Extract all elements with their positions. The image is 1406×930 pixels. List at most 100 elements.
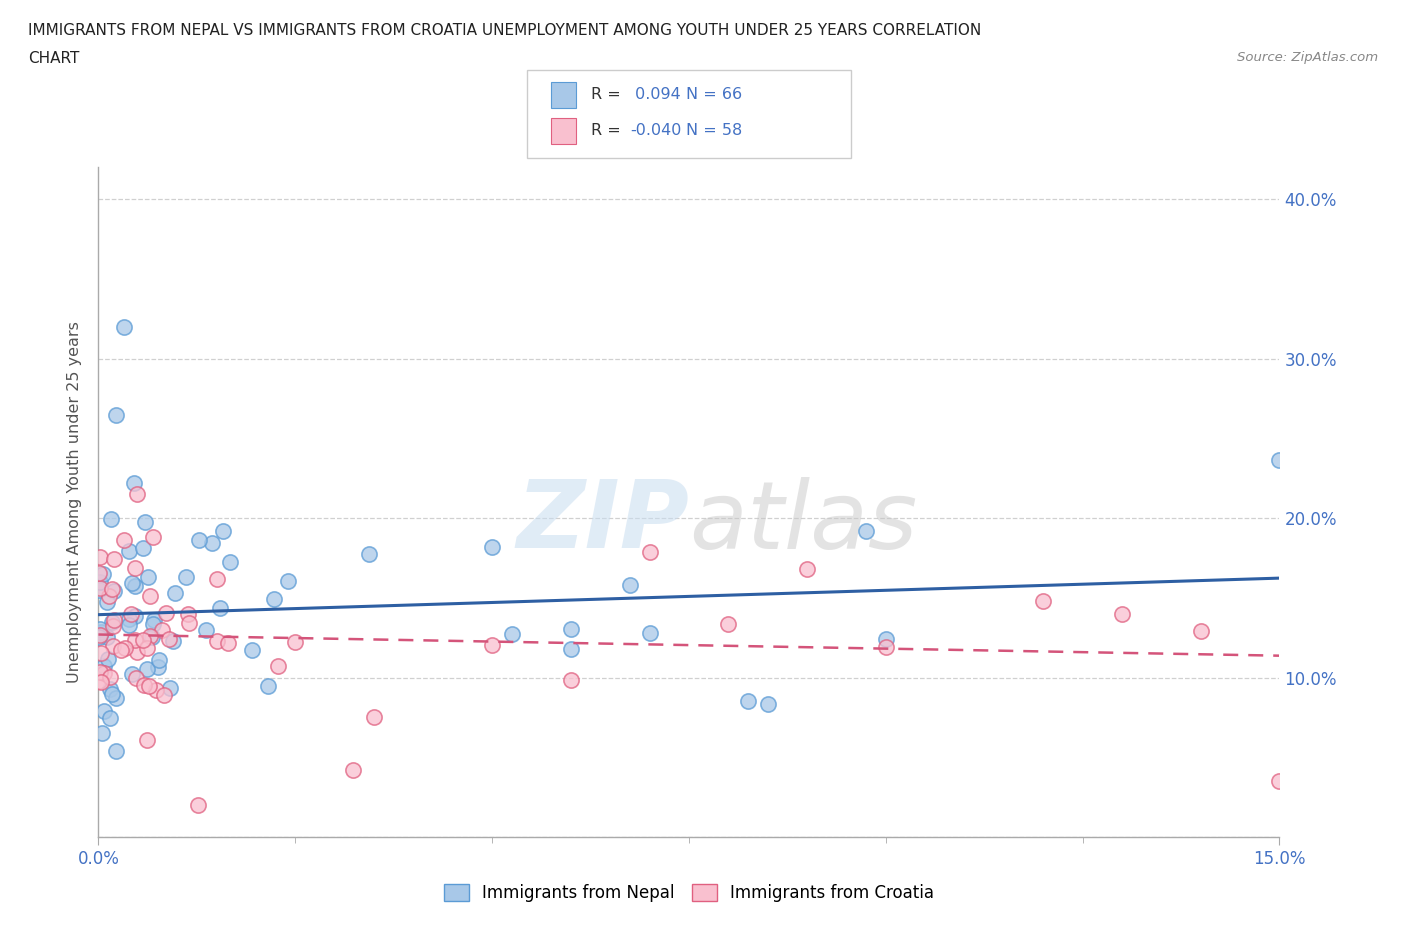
- Text: IMMIGRANTS FROM NEPAL VS IMMIGRANTS FROM CROATIA UNEMPLOYMENT AMONG YOUTH UNDER : IMMIGRANTS FROM NEPAL VS IMMIGRANTS FROM…: [28, 23, 981, 38]
- Point: [118, 543, 141, 558]
- Point: [737, 694, 759, 709]
- Point: [284, 634, 307, 649]
- Point: [560, 672, 582, 687]
- Point: [98, 589, 121, 604]
- Point: [150, 623, 173, 638]
- Point: [194, 622, 217, 637]
- Point: [125, 644, 148, 659]
- Point: [796, 562, 818, 577]
- Point: [98, 669, 121, 684]
- Point: [98, 711, 121, 725]
- Point: [100, 512, 122, 526]
- Point: [141, 529, 163, 544]
- Point: [96, 630, 118, 644]
- Point: [90, 725, 112, 740]
- Point: [125, 671, 148, 686]
- Point: [89, 628, 111, 643]
- Point: [124, 608, 146, 623]
- Legend: Immigrants from Nepal, Immigrants from Croatia: Immigrants from Nepal, Immigrants from C…: [444, 884, 934, 902]
- Point: [1268, 773, 1291, 788]
- Y-axis label: Unemployment Among Youth under 25 years: Unemployment Among Youth under 25 years: [67, 321, 83, 684]
- Point: [205, 633, 228, 648]
- Point: [148, 653, 170, 668]
- Point: [263, 591, 285, 606]
- Point: [89, 565, 111, 580]
- Point: [1268, 453, 1291, 468]
- Point: [205, 572, 228, 587]
- Point: [90, 625, 112, 640]
- Point: [124, 578, 146, 593]
- Point: [143, 612, 166, 627]
- Point: [89, 550, 111, 565]
- Point: [103, 638, 125, 653]
- Point: [153, 687, 176, 702]
- Point: [103, 613, 125, 628]
- Text: -0.040: -0.040: [630, 124, 682, 139]
- Point: [187, 533, 209, 548]
- Point: [855, 524, 877, 538]
- Text: atlas: atlas: [689, 477, 917, 568]
- Point: [124, 561, 146, 576]
- Point: [89, 664, 111, 679]
- Point: [163, 586, 186, 601]
- Point: [89, 622, 111, 637]
- Point: [638, 625, 661, 640]
- Point: [875, 631, 897, 646]
- Point: [112, 533, 135, 548]
- Point: [717, 617, 740, 631]
- Point: [101, 615, 124, 630]
- Point: [104, 407, 127, 422]
- Point: [118, 618, 141, 632]
- Text: 0.094: 0.094: [630, 87, 681, 102]
- Point: [104, 690, 127, 705]
- Point: [132, 540, 155, 555]
- Text: N = 58: N = 58: [686, 124, 742, 139]
- Point: [103, 552, 125, 567]
- Text: R =: R =: [591, 124, 626, 139]
- Point: [174, 569, 197, 584]
- Point: [240, 643, 263, 658]
- Point: [136, 661, 159, 676]
- Point: [560, 622, 582, 637]
- Point: [87, 627, 110, 642]
- Point: [93, 703, 115, 718]
- Point: [87, 673, 110, 688]
- Point: [101, 618, 124, 633]
- Text: CHART: CHART: [28, 51, 80, 66]
- Point: [112, 319, 135, 334]
- Text: N = 66: N = 66: [686, 87, 742, 102]
- Point: [138, 589, 160, 604]
- Point: [257, 679, 280, 694]
- Point: [90, 675, 112, 690]
- Point: [756, 696, 779, 711]
- Point: [142, 617, 165, 631]
- Point: [136, 569, 159, 584]
- Point: [114, 641, 136, 656]
- Point: [357, 547, 380, 562]
- Point: [121, 576, 143, 591]
- Point: [89, 580, 111, 595]
- Point: [122, 476, 145, 491]
- Point: [139, 629, 162, 644]
- Point: [134, 515, 156, 530]
- Point: [218, 554, 240, 569]
- Point: [89, 575, 111, 590]
- Point: [93, 666, 115, 681]
- Point: [217, 636, 239, 651]
- Point: [132, 633, 155, 648]
- Point: [1189, 623, 1212, 638]
- Point: [177, 607, 200, 622]
- Point: [638, 545, 661, 560]
- Point: [124, 632, 146, 647]
- Point: [1111, 607, 1133, 622]
- Point: [103, 584, 125, 599]
- Point: [118, 612, 141, 627]
- Point: [141, 630, 163, 644]
- Point: [87, 583, 110, 598]
- Point: [159, 631, 181, 646]
- Text: R =: R =: [591, 87, 626, 102]
- Point: [481, 539, 503, 554]
- Point: [211, 524, 233, 538]
- Point: [120, 606, 142, 621]
- Point: [208, 600, 231, 615]
